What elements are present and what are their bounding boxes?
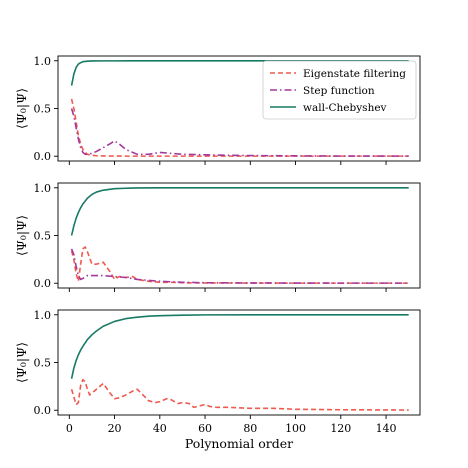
y-axis-title: ⟨Ψ₀|Ψ⟩	[14, 342, 29, 383]
legend: Eigenstate filtering Step function wall-Ch…	[262, 60, 417, 120]
legend-box	[262, 60, 417, 120]
y-tick-label: 0.5	[34, 103, 52, 116]
plot-frame	[57, 309, 421, 416]
series-line-step-function	[70, 248, 409, 284]
y-tick-label: 1.0	[34, 55, 52, 68]
x-tick-label: 140	[376, 422, 397, 435]
y-tick-label: 0.5	[34, 230, 52, 243]
y-tick-label: 0.5	[34, 357, 52, 370]
legend-label: Step function	[303, 85, 375, 97]
series-line-eigenstate-filtering	[70, 98, 409, 157]
series-line-eigenstate-filtering	[70, 246, 409, 284]
x-tick-label: 60	[198, 422, 212, 435]
plot-frame	[57, 182, 421, 289]
subplot-2: 0.0 0.5 1.0 ⟨Ψ₀|Ψ⟩	[14, 182, 421, 292]
legend-label: Eigenstate filtering	[303, 68, 406, 80]
subplot-3: 0 20 40 60 80 100 120 140 0.0 0.5 1.0 ⟨Ψ₀|Ψ⟩	[14, 309, 421, 435]
series-line-wall-chebyshev	[70, 313, 409, 379]
subplot-1: 0.0 0.5 1.0 ⟨Ψ₀|Ψ⟩ Eigenstate filtering Step …	[14, 55, 421, 165]
y-axis-title: ⟨Ψ₀|Ψ⟩	[14, 88, 29, 129]
x-tick-label: 20	[108, 422, 122, 435]
subplots: 0.0 0.5 1.0 ⟨Ψ₀|Ψ⟩ Eigenstate filtering Step …	[14, 55, 421, 435]
x-tick-label: 100	[285, 422, 306, 435]
x-tick-label: 40	[153, 422, 167, 435]
y-tick-label: 1.0	[34, 309, 52, 322]
series-line-step-function	[70, 108, 409, 157]
series-line-eigenstate-filtering	[70, 378, 409, 411]
y-tick-label: 0.0	[34, 404, 52, 417]
x-tick-label: 0	[66, 422, 73, 435]
x-tick-label: 120	[330, 422, 351, 435]
series-line-wall-chebyshev	[70, 186, 409, 236]
x-tick-label: 80	[243, 422, 257, 435]
x-axis-title: Polynomial order	[185, 436, 293, 451]
y-tick-label: 0.0	[34, 277, 52, 290]
y-tick-label: 0.0	[34, 150, 52, 163]
y-tick-label: 1.0	[34, 182, 52, 195]
legend-label: wall-Chebyshev	[303, 102, 387, 114]
y-axis-title: ⟨Ψ₀|Ψ⟩	[14, 215, 29, 256]
